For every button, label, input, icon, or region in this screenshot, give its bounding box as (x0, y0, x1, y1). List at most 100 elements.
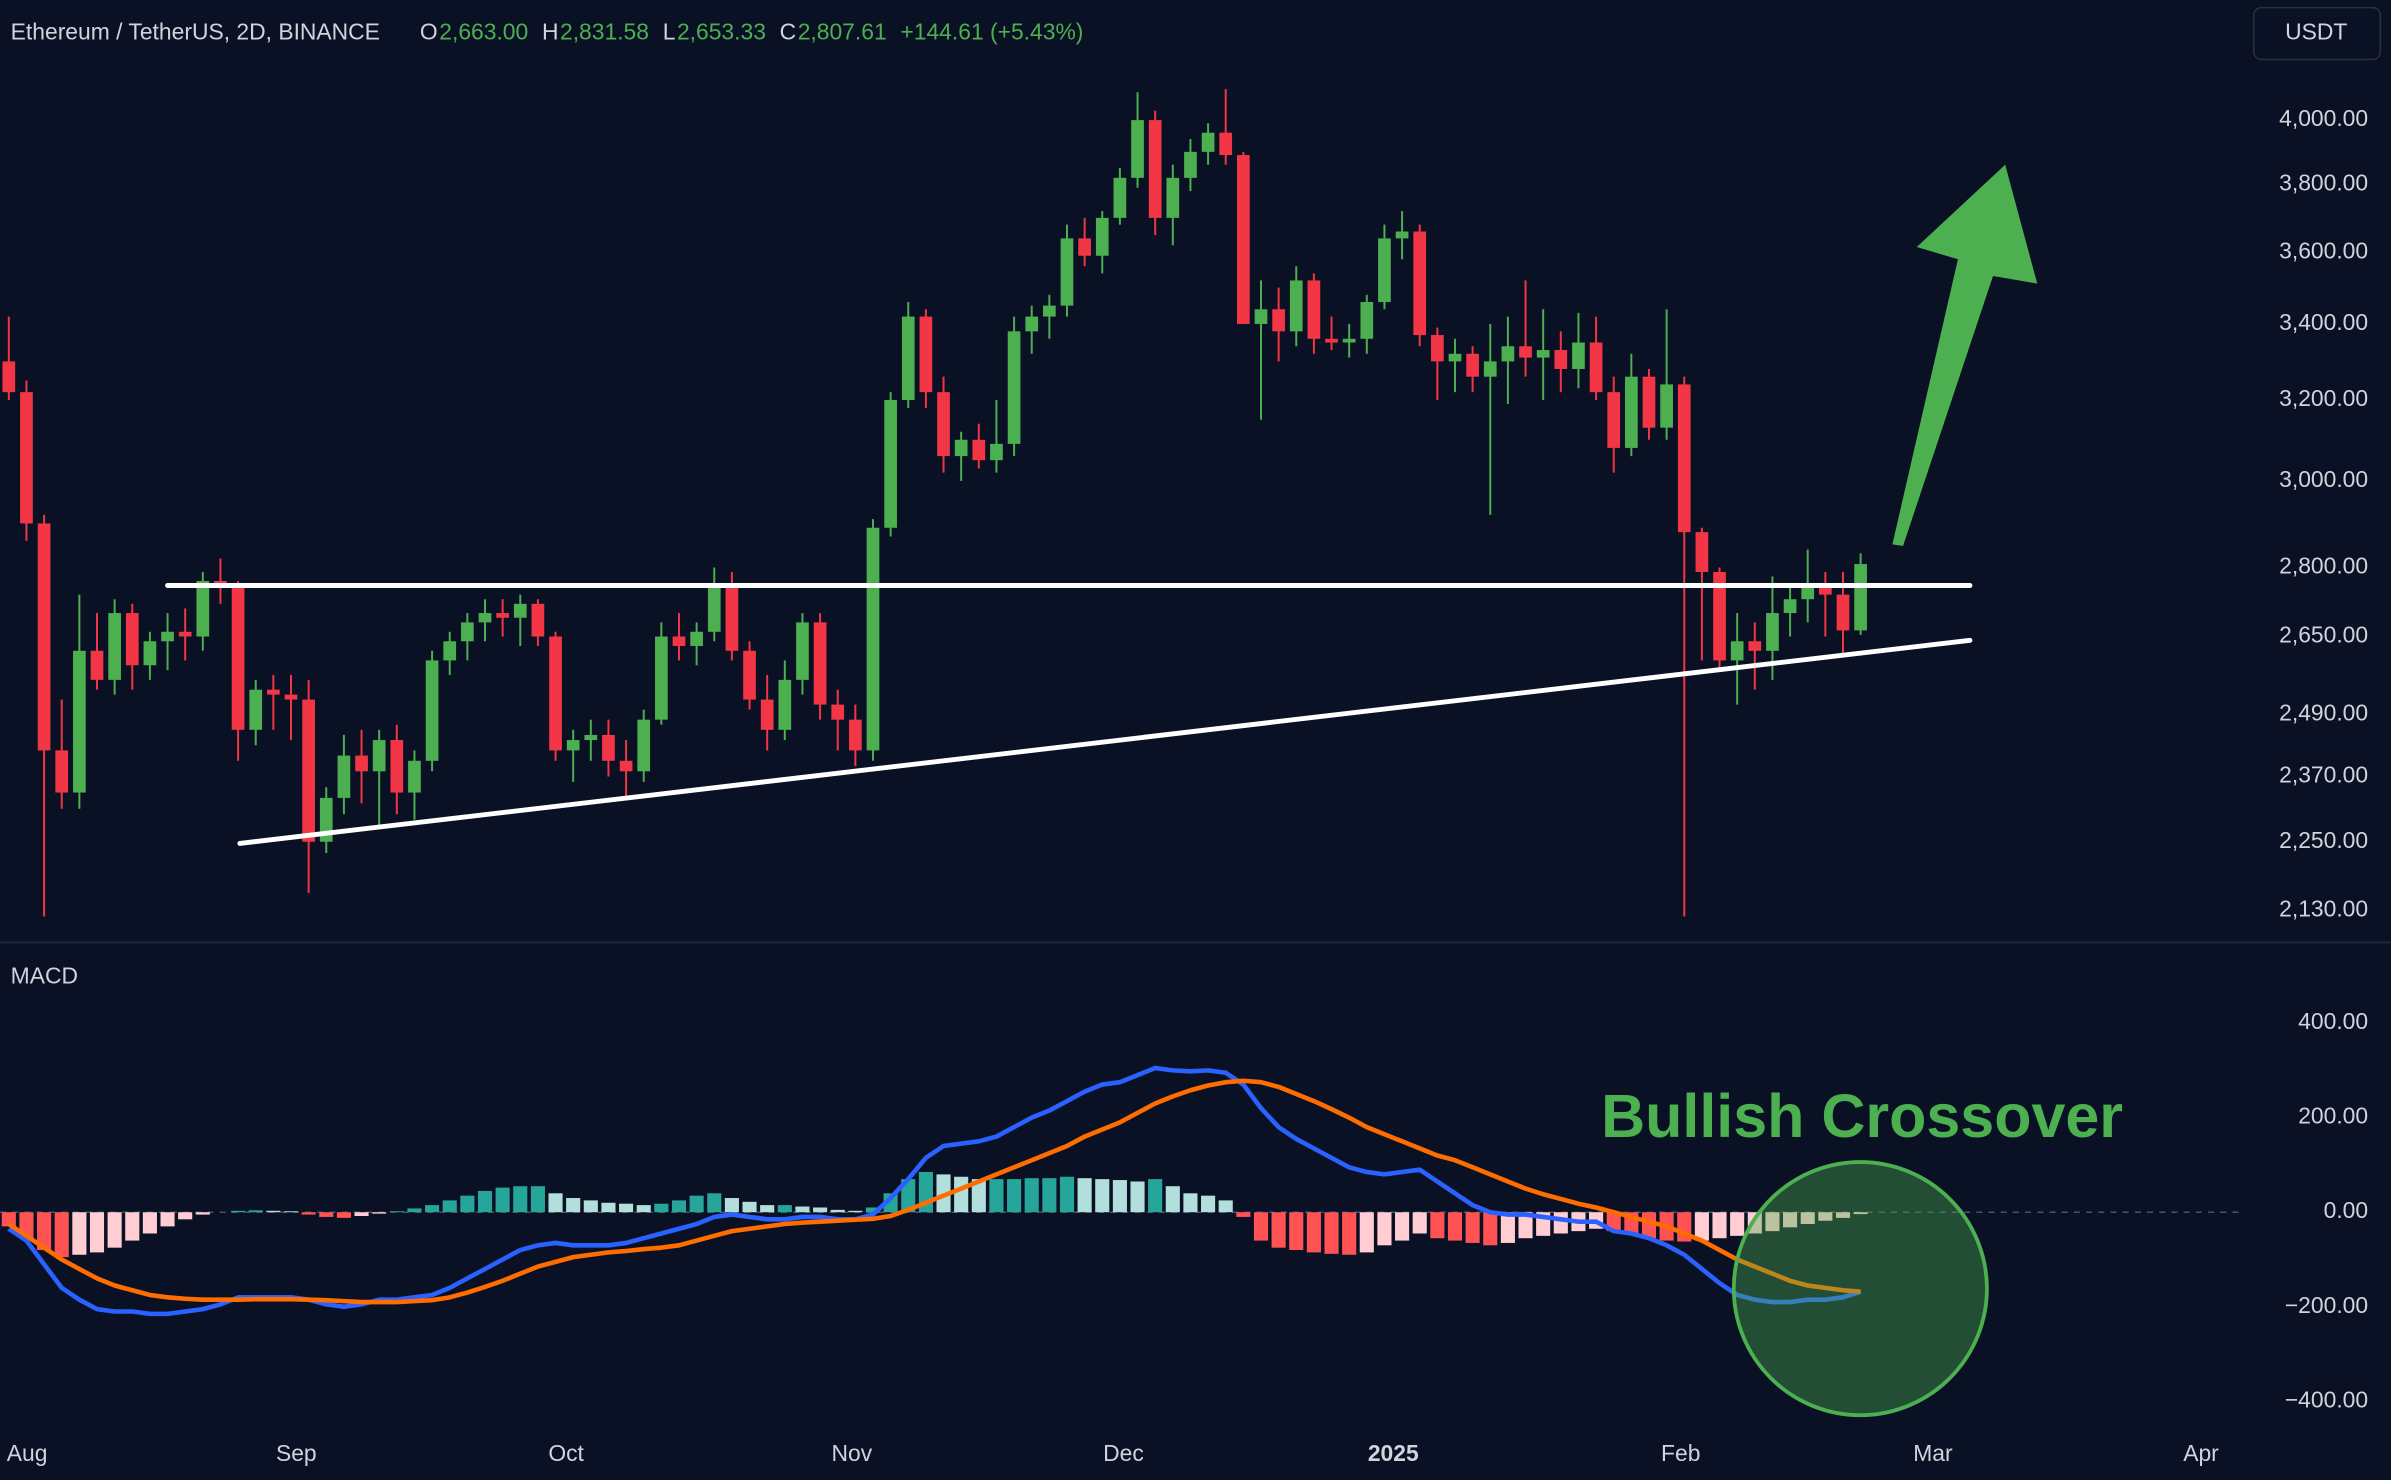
histogram-bar (1201, 1195, 1216, 1213)
candle-body (496, 613, 509, 618)
candle-body (178, 631, 192, 637)
histogram-bar (742, 1201, 757, 1213)
histogram-bar (813, 1207, 828, 1213)
candle-body (1095, 217, 1109, 256)
candle-body (231, 585, 245, 730)
candle-body (1254, 309, 1268, 324)
indicator-line (7, 1078, 1861, 1305)
currency-button[interactable] (2252, 6, 2382, 61)
y-tick-label: 3,800.00 (2279, 169, 2368, 195)
ohlc-value: 2,807.61 (798, 19, 887, 45)
candle-body (372, 740, 386, 772)
x-tick-label: Oct (548, 1440, 584, 1466)
candle-body (1360, 301, 1374, 339)
candle-body (443, 641, 457, 661)
ohlc-label: L (663, 19, 676, 45)
candle-body (1801, 585, 1815, 600)
candle-body (1519, 346, 1532, 358)
histogram-bar (1553, 1212, 1568, 1234)
candle-body (602, 734, 615, 761)
candle-body (1043, 305, 1056, 317)
candle-body (1007, 331, 1021, 444)
y-tick-label: 0.00 (2324, 1197, 2368, 1223)
candle-body (1748, 641, 1762, 651)
price-change: +144.61 (+5.43%) (900, 19, 1083, 45)
candle-body (672, 636, 686, 647)
histogram-bar (777, 1205, 792, 1213)
candle-body (760, 699, 774, 730)
y-tick-label: 3,400.00 (2279, 309, 2368, 335)
histogram-bar (425, 1205, 440, 1213)
currency-label[interactable]: USDT (2285, 19, 2347, 45)
candle-body (1413, 231, 1427, 336)
y-tick-label: 2,490.00 (2279, 700, 2368, 726)
y-tick-label: 2,130.00 (2279, 896, 2368, 922)
histogram-bar (266, 1210, 281, 1213)
candle-body (196, 580, 210, 637)
candle-body (1642, 376, 1656, 428)
histogram-bar (724, 1198, 739, 1213)
candle-body (1660, 384, 1673, 428)
histogram-bar (1606, 1212, 1621, 1232)
histogram-bar (1324, 1212, 1339, 1254)
histogram-bar (1395, 1212, 1410, 1241)
candle-body (355, 755, 368, 772)
ohlc-label: O (420, 19, 438, 45)
histogram-bar (477, 1190, 493, 1213)
candle-body (1766, 613, 1779, 651)
candle-body (267, 689, 280, 695)
candle-body (655, 636, 668, 720)
x-tick-label: Aug (7, 1440, 48, 1466)
candle-body (690, 631, 703, 647)
y-tick-label: 2,800.00 (2279, 553, 2368, 579)
histogram-bar (954, 1176, 969, 1213)
candle-body (1307, 280, 1321, 339)
histogram-bar (1165, 1186, 1180, 1213)
histogram-bar (89, 1212, 105, 1253)
histogram-bar (1342, 1212, 1357, 1255)
histogram-bar (301, 1212, 316, 1215)
histogram-bar (689, 1195, 704, 1213)
histogram-bar (1218, 1200, 1233, 1213)
y-tick-label: 200.00 (2298, 1103, 2368, 1129)
histogram-bar (671, 1200, 687, 1213)
histogram-bar (1059, 1176, 1075, 1213)
candle-body (1378, 238, 1391, 302)
candle-body (461, 622, 474, 642)
candle-body (1131, 120, 1144, 178)
candle-body (1237, 155, 1250, 324)
histogram-bar (619, 1203, 634, 1213)
indicator-title: MACD (11, 963, 78, 989)
y-tick-label: 400.00 (2298, 1008, 2368, 1034)
trend-line (237, 637, 1973, 846)
x-tick-label: 2025 (1368, 1440, 1419, 1466)
histogram-bar (1483, 1212, 1498, 1246)
histogram-bar (195, 1212, 210, 1215)
x-tick-label: Feb (1661, 1440, 1700, 1466)
ohlc-label: H (542, 19, 559, 45)
histogram-bar (1095, 1179, 1110, 1213)
histogram-bar (407, 1208, 422, 1213)
histogram-bar (1042, 1178, 1057, 1213)
candle-body (1625, 376, 1638, 448)
candle-body (90, 650, 104, 680)
candle-body (619, 760, 633, 772)
histogram-bar (142, 1212, 157, 1234)
candle-body (1854, 564, 1867, 631)
candle-body (302, 699, 315, 842)
histogram-bar (336, 1212, 351, 1218)
candle-body (1836, 594, 1850, 631)
histogram-bar (283, 1211, 299, 1213)
chart-title: Ethereum / TetherUS, 2D, BINANCE (11, 19, 380, 45)
histogram-bar (248, 1210, 263, 1213)
histogram-bar (1835, 1212, 1851, 1218)
candle-body (813, 622, 827, 705)
histogram-bar (1853, 1212, 1868, 1215)
histogram-bar (372, 1212, 387, 1214)
candle-body (549, 636, 562, 751)
y-tick-label: 3,600.00 (2279, 237, 2368, 263)
candle-body (1448, 353, 1462, 362)
histogram-bar (830, 1209, 845, 1213)
histogram-bar (1412, 1212, 1427, 1234)
histogram-bar (72, 1212, 87, 1255)
